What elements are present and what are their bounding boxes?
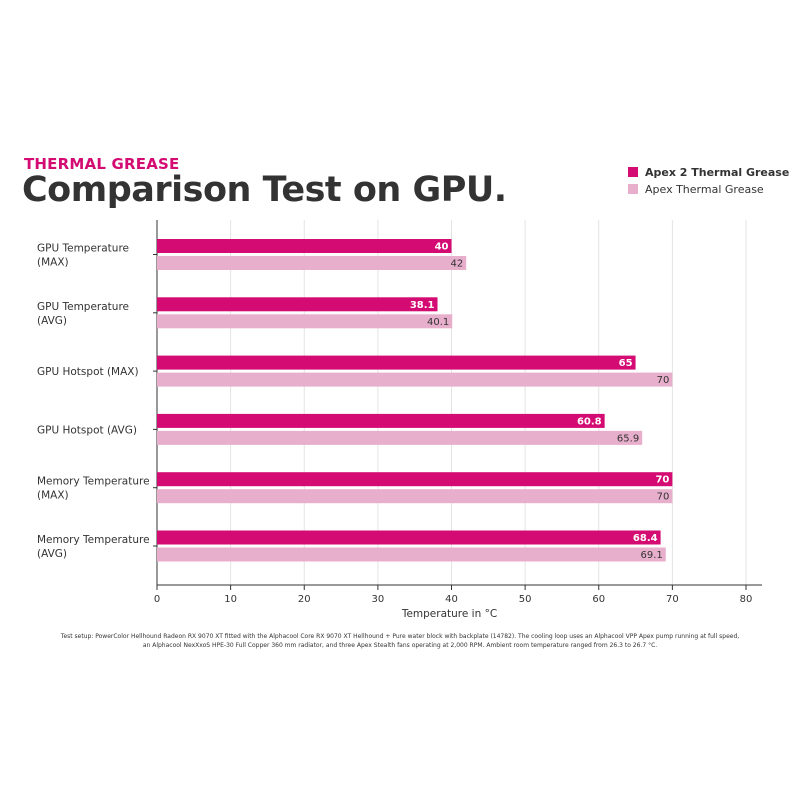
bar-series-1 bbox=[157, 297, 438, 312]
legend-label-series-1: Apex 2 Thermal Grease bbox=[645, 165, 790, 179]
category-label: GPU Temperature bbox=[37, 301, 129, 313]
bar-value-label-series-1: 65 bbox=[619, 358, 633, 369]
x-tick-label: 60 bbox=[592, 594, 605, 605]
bar-value-label-series-2: 42 bbox=[450, 259, 463, 270]
x-tick-label: 80 bbox=[740, 594, 753, 605]
category-label: Memory Temperature bbox=[37, 534, 150, 546]
bar-series-1 bbox=[157, 530, 661, 545]
category-label: GPU Hotspot (AVG) bbox=[37, 424, 137, 436]
bar-value-label-series-1: 40 bbox=[435, 242, 449, 253]
category-label: Memory Temperature bbox=[37, 476, 150, 488]
x-tick-label: 20 bbox=[298, 594, 311, 605]
x-tick-label: 70 bbox=[666, 594, 679, 605]
bar-value-label-series-2: 70 bbox=[657, 492, 670, 503]
category-label: (MAX) bbox=[37, 490, 69, 502]
legend-item-series-1: Apex 2 Thermal Grease bbox=[628, 164, 789, 180]
x-tick-label: 30 bbox=[372, 594, 385, 605]
bar-value-label-series-2: 40.1 bbox=[427, 317, 449, 328]
category-label: (MAX) bbox=[37, 257, 69, 269]
bar-series-2 bbox=[157, 314, 453, 329]
bar-series-2 bbox=[157, 430, 643, 445]
test-setup-footnote: Test setup: PowerColor Hellhound Radeon … bbox=[60, 633, 740, 649]
bar-series-1 bbox=[157, 355, 636, 370]
bar-value-label-series-2: 69.1 bbox=[640, 550, 662, 561]
legend-swatch-series-1 bbox=[628, 167, 638, 177]
bar-value-label-series-1: 70 bbox=[655, 475, 669, 486]
bar-value-label-series-2: 65.9 bbox=[617, 433, 639, 444]
bar-series-2 bbox=[157, 489, 673, 504]
x-tick-label: 0 bbox=[154, 594, 160, 605]
chart-title: Comparison Test on GPU. bbox=[22, 170, 507, 210]
category-label: GPU Temperature bbox=[37, 243, 129, 255]
bar-series-2 bbox=[157, 547, 666, 562]
legend: Apex 2 Thermal Grease Apex Thermal Greas… bbox=[628, 164, 789, 198]
bar-series-1 bbox=[157, 413, 605, 428]
bar-series-2 bbox=[157, 256, 467, 270]
x-tick-label: 10 bbox=[224, 594, 237, 605]
category-label: (AVG) bbox=[37, 548, 67, 560]
bar-series-1 bbox=[157, 472, 673, 487]
x-tick-label: 40 bbox=[445, 594, 458, 605]
x-tick-label: 50 bbox=[519, 594, 532, 605]
legend-item-series-2: Apex Thermal Grease bbox=[628, 181, 789, 197]
bar-value-label-series-1: 60.8 bbox=[577, 416, 602, 427]
bar-value-label-series-1: 38.1 bbox=[410, 300, 435, 311]
category-label: GPU Hotspot (MAX) bbox=[37, 366, 139, 378]
category-label: (AVG) bbox=[37, 315, 67, 327]
bar-series-2 bbox=[157, 372, 673, 387]
legend-swatch-series-2 bbox=[628, 184, 638, 194]
legend-label-series-2: Apex Thermal Grease bbox=[645, 182, 764, 196]
bar-value-label-series-1: 68.4 bbox=[633, 533, 658, 544]
bar-value-label-series-2: 70 bbox=[657, 375, 670, 386]
chart-eyebrow: THERMAL GREASE bbox=[24, 155, 180, 173]
x-axis-label: Temperature in °C bbox=[401, 608, 497, 620]
bar-series-1 bbox=[157, 239, 452, 253]
